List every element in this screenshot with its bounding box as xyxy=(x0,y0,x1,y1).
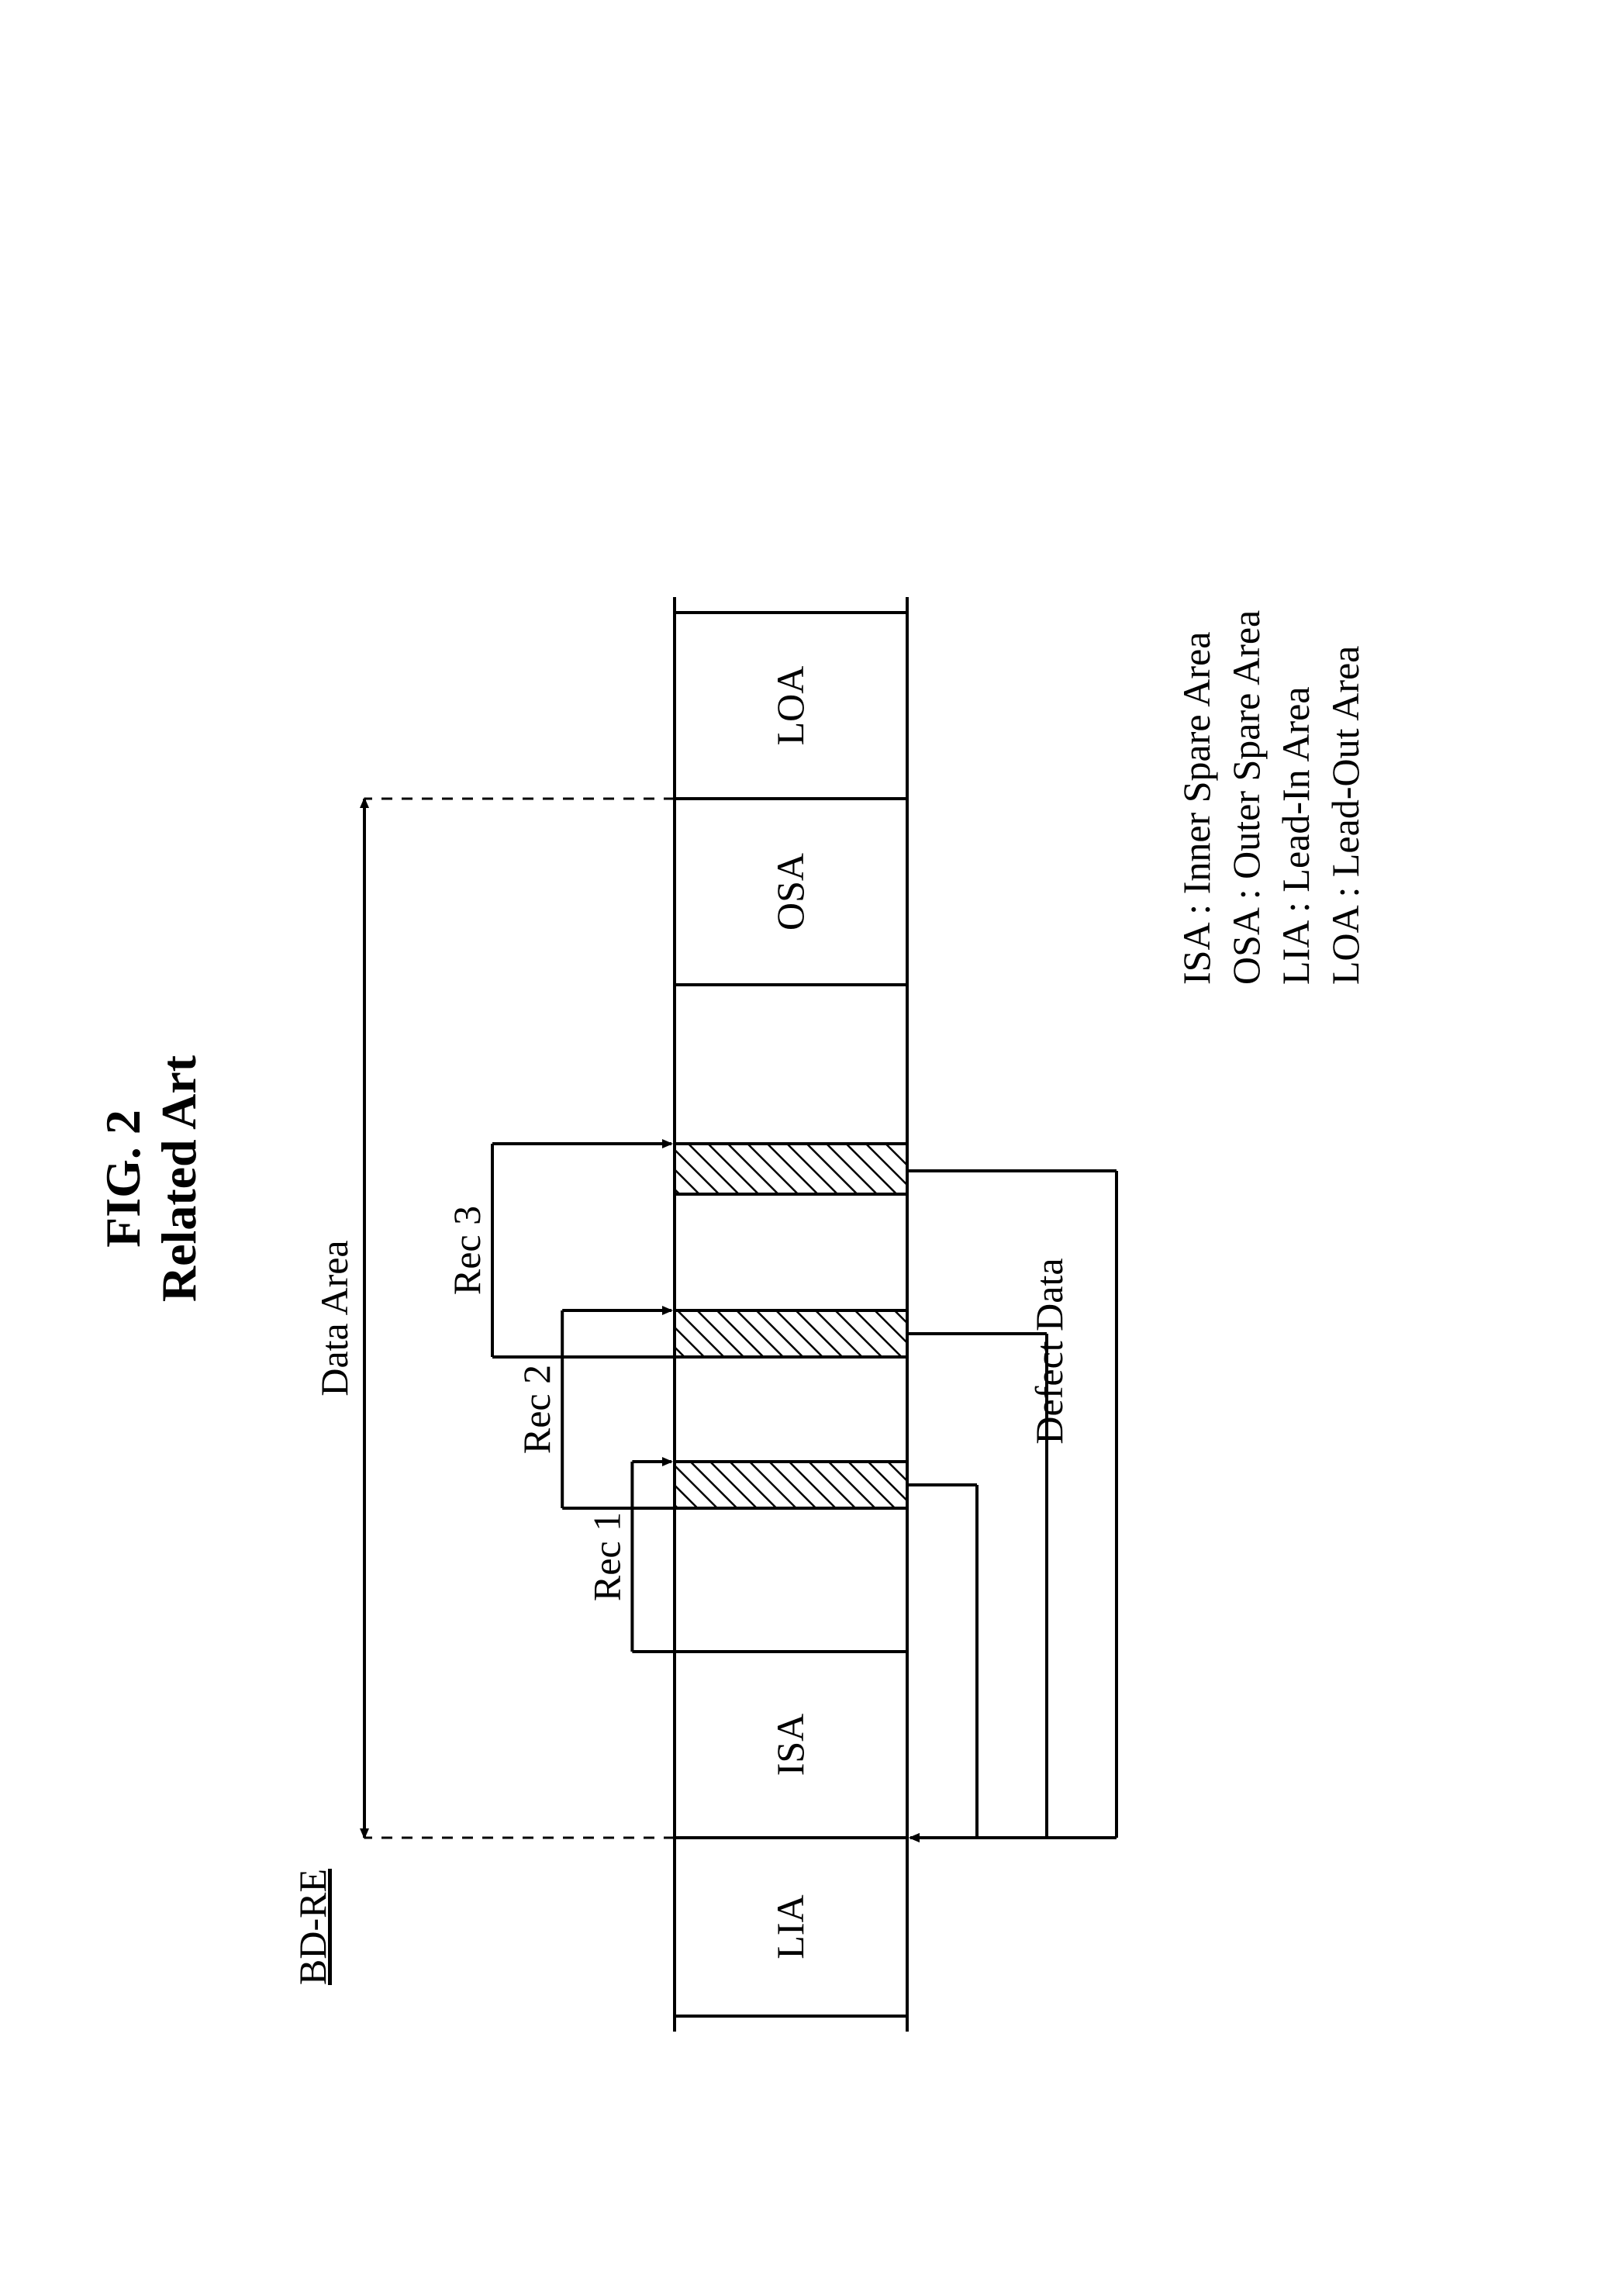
section-label-osa: OSA xyxy=(768,853,812,930)
legend-line: ISA : Inner Spare Area xyxy=(1175,632,1218,985)
diagram-svg: FIG. 2Related Art BD-RE LIA ISA OSA LOA Data A… xyxy=(31,31,1574,2264)
section-label-isa: ISA xyxy=(768,1714,812,1776)
figure-number: FIG. 2 xyxy=(95,1110,150,1248)
figure-subtitle: Related Art xyxy=(151,1055,206,1302)
section-label-loa: LOA xyxy=(768,666,812,746)
legend-line: LOA : Lead-Out Area xyxy=(1324,646,1367,985)
rec-label: Rec 2 xyxy=(515,1365,558,1454)
data-area-label: Data Area xyxy=(312,1240,356,1396)
legend-line: OSA : Outer Spare Area xyxy=(1224,610,1268,985)
legend-line: LIA : Lead-In Area xyxy=(1274,686,1317,985)
defect-block xyxy=(675,1462,907,1508)
defect-block xyxy=(675,1310,907,1357)
rec-label: Rec 3 xyxy=(445,1206,488,1295)
rec-label: Rec 1 xyxy=(585,1512,628,1601)
defect-data-label: Defect Data xyxy=(1027,1258,1071,1444)
defect-block xyxy=(675,1144,907,1194)
figure-container: FIG. 2Related Art BD-RE LIA ISA OSA LOA Data A… xyxy=(31,31,1574,2264)
disc-type-label: BD-RE xyxy=(291,1869,334,1985)
section-label-lia: LIA xyxy=(768,1894,812,1959)
